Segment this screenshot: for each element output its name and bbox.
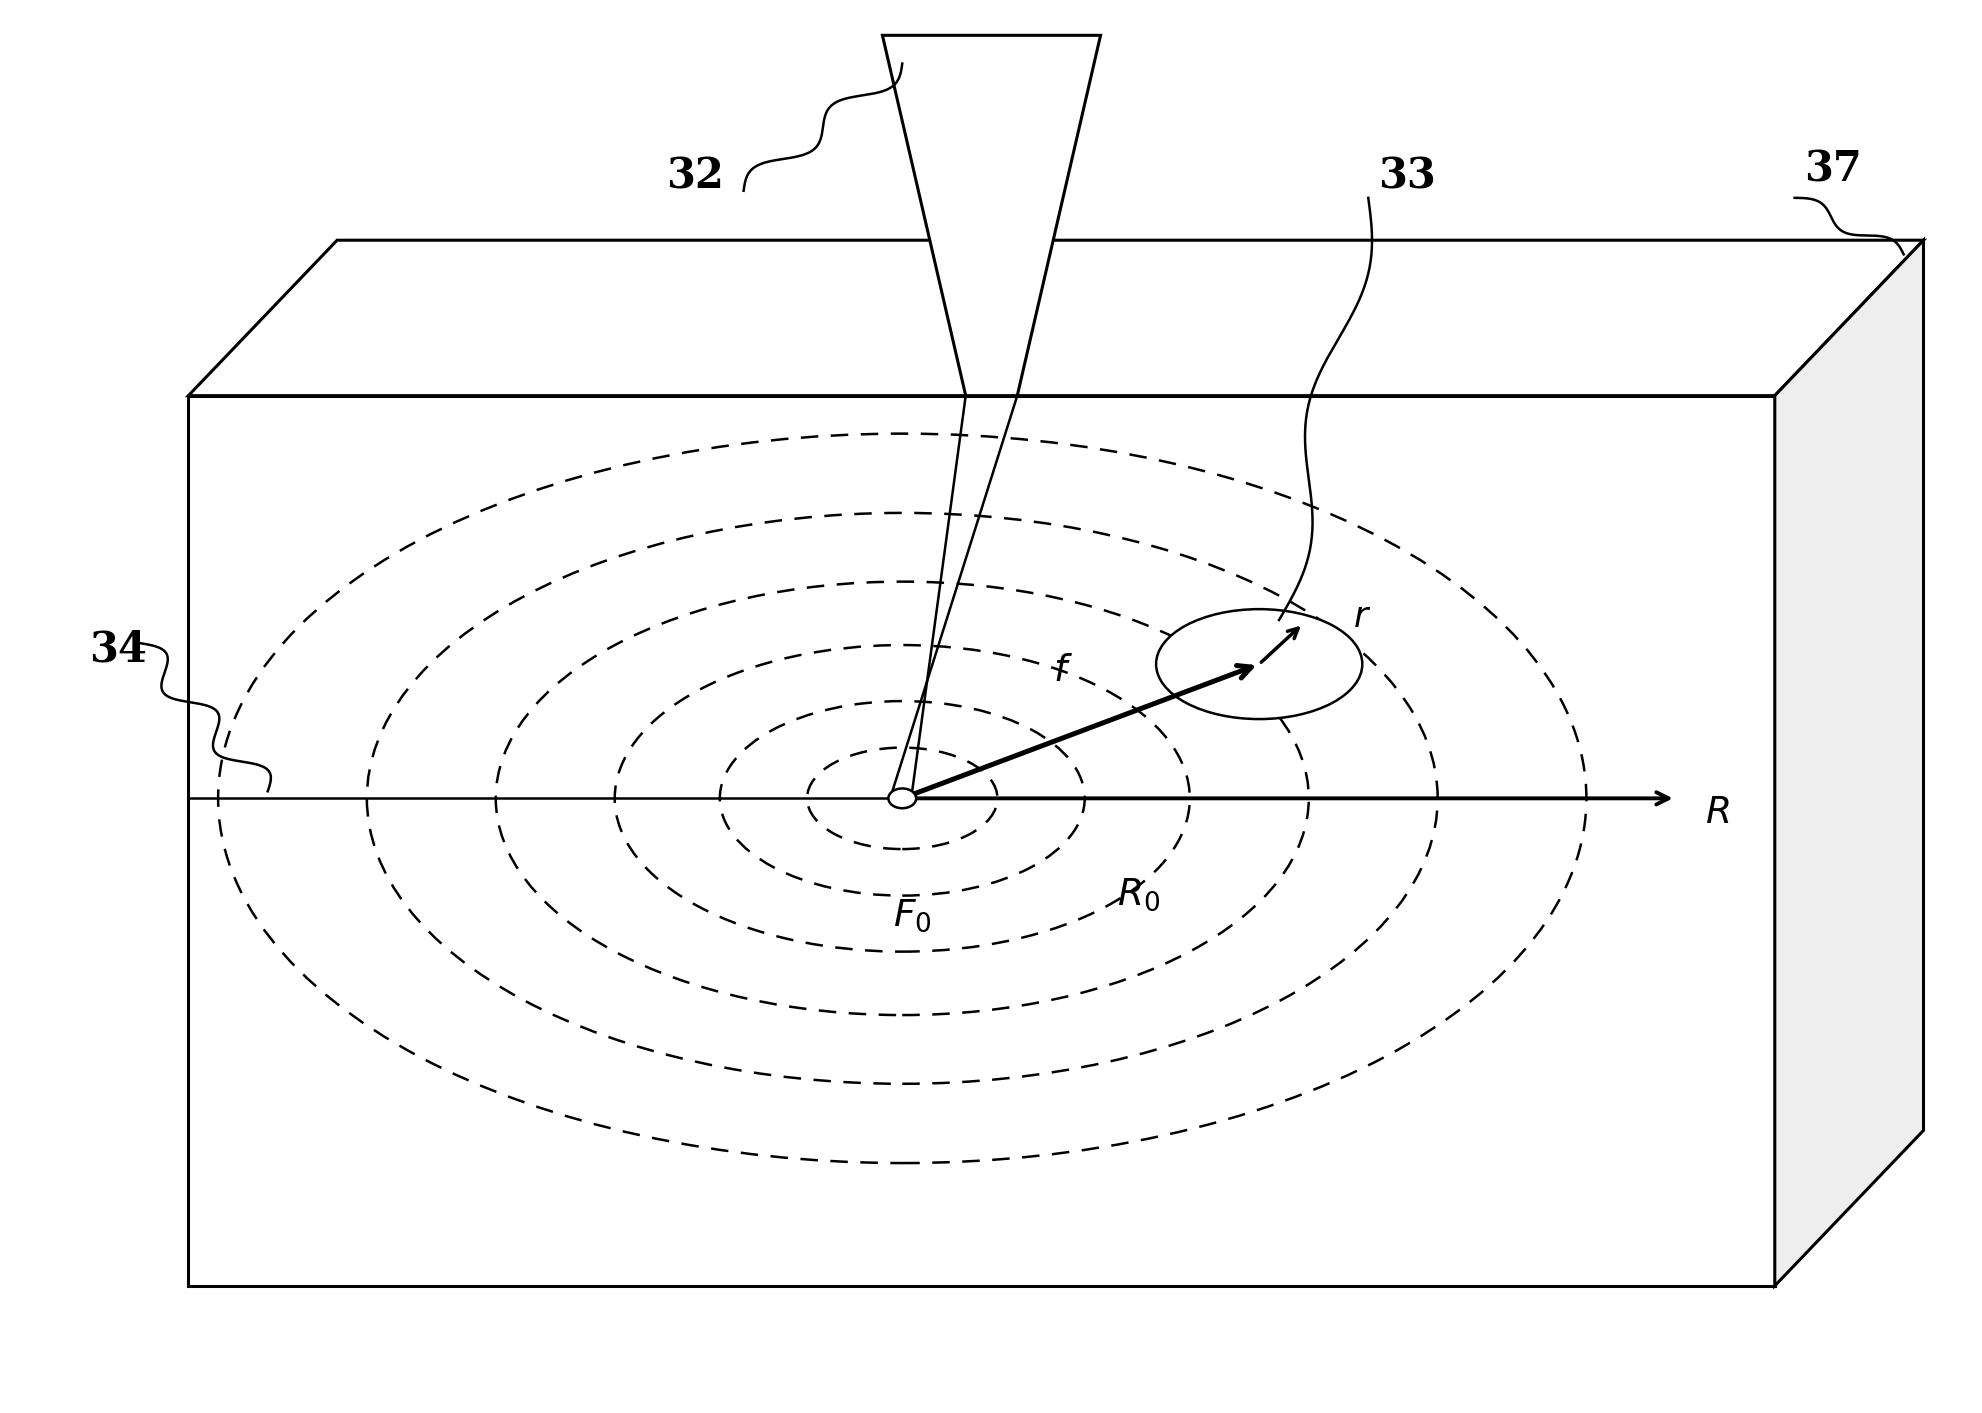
Text: $\mathit{R}_0$: $\mathit{R}_0$ — [1116, 876, 1159, 913]
Polygon shape — [188, 396, 1774, 1286]
Polygon shape — [1774, 240, 1923, 1286]
Polygon shape — [188, 240, 1923, 396]
Ellipse shape — [1156, 609, 1362, 719]
Text: $\mathit{f}$: $\mathit{f}$ — [1052, 653, 1072, 690]
Text: $\mathit{r}$: $\mathit{r}$ — [1352, 599, 1370, 633]
Circle shape — [888, 788, 916, 808]
Polygon shape — [882, 35, 1100, 396]
Text: $\mathit{R}$: $\mathit{R}$ — [1705, 794, 1728, 831]
Text: 34: 34 — [89, 629, 147, 671]
Text: 33: 33 — [1377, 155, 1435, 198]
Text: 32: 32 — [666, 155, 723, 198]
Text: $\mathit{F}_0$: $\mathit{F}_0$ — [892, 897, 932, 934]
Text: 37: 37 — [1804, 148, 1861, 191]
